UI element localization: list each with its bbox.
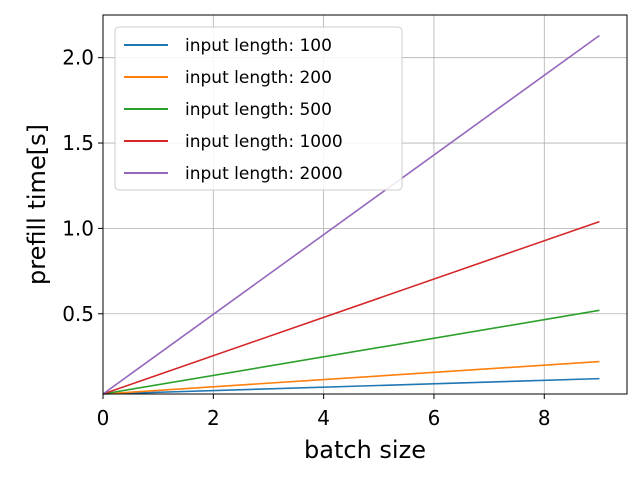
series-line-4	[102, 220, 600, 395]
y-axis-label: prefill time[s]	[23, 124, 51, 285]
legend-label: input length: 2000	[185, 164, 343, 184]
legend: input length: 100 input length: 200 input …	[114, 26, 403, 191]
y-tick-label: 0.5	[62, 302, 94, 326]
series-line-2	[102, 360, 600, 395]
x-tick-label: 0	[97, 406, 110, 430]
y-tick-label: 2.0	[62, 46, 94, 70]
series-line-1	[102, 377, 600, 395]
plot-frame	[102, 14, 628, 395]
series-lines	[102, 34, 600, 395]
legend-box	[114, 26, 403, 191]
legend-label: input length: 200	[185, 68, 332, 88]
x-tick-label: 2	[207, 406, 220, 430]
legend-label: input length: 100	[185, 36, 332, 56]
x-tick-label: 4	[317, 406, 330, 430]
x-axis: 0 2 4 6 8	[97, 394, 551, 430]
x-tick-label: 6	[428, 406, 441, 430]
y-axis: 0.5 1.0 1.5 2.0	[62, 46, 103, 326]
legend-label: input length: 500	[185, 100, 332, 120]
x-axis-label: batch size	[304, 436, 426, 464]
y-tick-label: 1.0	[62, 216, 94, 240]
x-tick-label: 8	[538, 406, 551, 430]
y-tick-label: 1.5	[62, 131, 94, 155]
legend-label: input length: 1000	[185, 132, 343, 152]
series-line-5	[102, 34, 600, 395]
series-line-3	[102, 309, 600, 395]
